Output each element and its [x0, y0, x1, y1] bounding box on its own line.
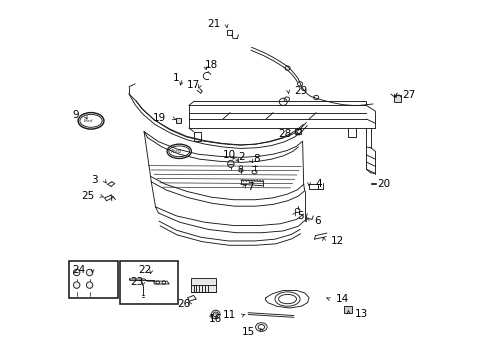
Text: 23: 23 — [130, 277, 143, 287]
Bar — [394, 95, 400, 102]
Text: 4: 4 — [315, 179, 322, 189]
Ellipse shape — [73, 282, 80, 288]
Text: 29: 29 — [294, 86, 307, 96]
Text: 18: 18 — [204, 60, 218, 70]
Text: 22: 22 — [138, 265, 151, 275]
Text: 26: 26 — [177, 299, 190, 309]
Text: 19: 19 — [153, 113, 166, 123]
Text: 10: 10 — [223, 150, 236, 160]
Text: 12: 12 — [330, 236, 343, 246]
Text: 24: 24 — [73, 265, 86, 275]
Ellipse shape — [86, 269, 93, 276]
Bar — [120, 261, 178, 304]
Text: 6: 6 — [314, 216, 321, 226]
Text: 11: 11 — [223, 310, 236, 320]
Bar — [295, 129, 301, 134]
Text: 13: 13 — [354, 310, 367, 319]
Bar — [190, 278, 215, 292]
Text: 21: 21 — [206, 19, 220, 29]
Bar — [69, 261, 118, 298]
Bar — [344, 306, 351, 313]
Ellipse shape — [73, 269, 80, 276]
Text: Ford: Ford — [84, 119, 93, 123]
Text: 7: 7 — [247, 182, 253, 192]
Text: 25: 25 — [81, 191, 94, 201]
Text: 16: 16 — [208, 314, 221, 324]
Text: 1: 1 — [173, 73, 179, 83]
Bar — [175, 118, 180, 123]
Text: 28: 28 — [277, 129, 290, 139]
Text: 15: 15 — [242, 327, 255, 337]
Text: 2: 2 — [238, 152, 244, 162]
Text: 20: 20 — [376, 179, 389, 189]
Text: 8: 8 — [253, 154, 260, 164]
Text: 9: 9 — [72, 111, 79, 121]
Text: 27: 27 — [402, 90, 415, 100]
Ellipse shape — [86, 282, 93, 288]
Text: 5: 5 — [296, 211, 303, 221]
Text: 14: 14 — [335, 294, 348, 304]
Text: 3: 3 — [91, 175, 97, 185]
Text: Ford: Ford — [171, 149, 182, 154]
Text: 17: 17 — [186, 80, 200, 90]
